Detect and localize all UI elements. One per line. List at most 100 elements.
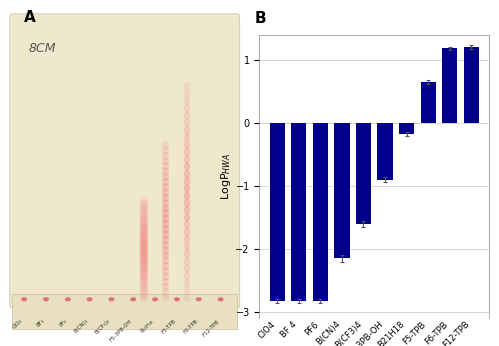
Ellipse shape (184, 170, 191, 178)
Ellipse shape (140, 197, 148, 205)
Text: B(CN)₄: B(CN)₄ (73, 318, 90, 335)
Ellipse shape (162, 178, 169, 186)
Ellipse shape (162, 141, 169, 150)
Bar (464, 47, 479, 123)
Ellipse shape (162, 146, 169, 155)
Ellipse shape (162, 209, 169, 218)
Ellipse shape (162, 277, 169, 286)
Ellipse shape (162, 236, 169, 244)
Ellipse shape (184, 111, 191, 120)
Ellipse shape (162, 256, 169, 265)
Ellipse shape (140, 240, 148, 248)
Ellipse shape (162, 293, 169, 302)
Bar (313, 123, 328, 301)
Ellipse shape (140, 236, 148, 245)
Ellipse shape (140, 246, 148, 255)
Ellipse shape (162, 251, 169, 260)
Bar (421, 82, 436, 123)
Text: ClO₄: ClO₄ (12, 318, 24, 330)
Bar (270, 123, 285, 301)
Ellipse shape (65, 297, 71, 301)
Bar (12, 294, 238, 329)
Ellipse shape (140, 283, 148, 292)
Ellipse shape (184, 140, 191, 149)
Text: F5-3PB-OH: F5-3PB-OH (109, 318, 133, 343)
Ellipse shape (218, 297, 224, 301)
Ellipse shape (184, 257, 191, 265)
Text: B(CF₃)₄: B(CF₃)₄ (94, 318, 111, 335)
Ellipse shape (184, 242, 191, 251)
Ellipse shape (43, 297, 49, 301)
Ellipse shape (184, 148, 191, 156)
Ellipse shape (140, 223, 148, 232)
Ellipse shape (162, 193, 169, 202)
Ellipse shape (140, 233, 148, 242)
Ellipse shape (162, 220, 169, 228)
Ellipse shape (140, 250, 148, 258)
Ellipse shape (140, 256, 148, 265)
Ellipse shape (184, 90, 191, 98)
Ellipse shape (184, 119, 191, 127)
Ellipse shape (162, 267, 169, 276)
Text: F12-TPB: F12-TPB (202, 318, 221, 337)
Ellipse shape (140, 263, 148, 272)
Ellipse shape (162, 188, 169, 197)
Text: PF₆: PF₆ (58, 318, 68, 328)
Bar (377, 123, 393, 180)
Ellipse shape (140, 216, 148, 225)
Ellipse shape (140, 200, 148, 208)
Ellipse shape (184, 126, 191, 135)
Ellipse shape (184, 155, 191, 164)
FancyBboxPatch shape (10, 14, 240, 308)
Ellipse shape (162, 167, 169, 176)
Ellipse shape (184, 228, 191, 236)
Ellipse shape (162, 183, 169, 192)
Ellipse shape (174, 297, 180, 301)
Ellipse shape (184, 191, 191, 200)
Ellipse shape (162, 157, 169, 165)
Ellipse shape (184, 162, 191, 171)
Ellipse shape (184, 264, 191, 273)
Ellipse shape (196, 297, 202, 301)
Ellipse shape (162, 152, 169, 160)
Ellipse shape (162, 262, 169, 270)
Ellipse shape (140, 280, 148, 289)
Ellipse shape (108, 297, 114, 301)
Ellipse shape (162, 272, 169, 281)
Ellipse shape (162, 204, 169, 213)
Ellipse shape (184, 206, 191, 215)
Ellipse shape (184, 104, 191, 113)
Ellipse shape (184, 293, 191, 302)
Text: F6-TPB: F6-TPB (182, 318, 199, 335)
Ellipse shape (162, 230, 169, 239)
Ellipse shape (140, 270, 148, 279)
Y-axis label: LogP$_{HWA}$: LogP$_{HWA}$ (219, 153, 233, 200)
Ellipse shape (184, 213, 191, 222)
Bar (356, 123, 371, 224)
Text: B₂₁H₁₈: B₂₁H₁₈ (140, 318, 155, 334)
Ellipse shape (162, 246, 169, 255)
Ellipse shape (184, 82, 191, 91)
Ellipse shape (184, 279, 191, 287)
Bar (334, 123, 349, 258)
Ellipse shape (140, 253, 148, 262)
Bar (442, 48, 457, 123)
Text: 8CM: 8CM (29, 42, 56, 55)
Ellipse shape (184, 271, 191, 280)
Ellipse shape (184, 286, 191, 294)
Ellipse shape (162, 199, 169, 207)
Ellipse shape (140, 266, 148, 275)
Ellipse shape (152, 297, 158, 301)
Ellipse shape (162, 225, 169, 234)
Bar (291, 123, 306, 301)
Ellipse shape (140, 226, 148, 235)
Ellipse shape (140, 213, 148, 222)
Ellipse shape (140, 220, 148, 228)
Text: BF₄: BF₄ (36, 318, 46, 328)
Ellipse shape (130, 297, 136, 301)
Ellipse shape (87, 297, 93, 301)
Ellipse shape (140, 230, 148, 238)
Ellipse shape (184, 249, 191, 258)
Ellipse shape (21, 297, 27, 301)
Ellipse shape (184, 97, 191, 106)
